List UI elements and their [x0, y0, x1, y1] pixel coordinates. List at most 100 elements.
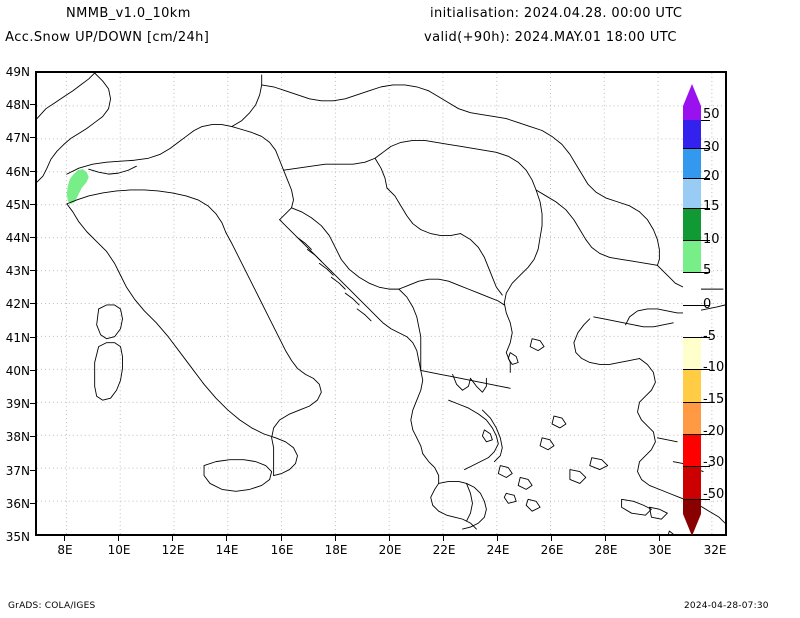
y-axis-label-49N: 49N: [5, 65, 30, 79]
colorbar-label--50: -50: [703, 487, 725, 502]
x-tick-26E: [551, 536, 552, 541]
y-tick-46N: [30, 171, 35, 172]
x-tick-24E: [497, 536, 498, 541]
y-axis-label-37N: 37N: [5, 464, 30, 478]
colorbar-tick--30: [701, 466, 710, 467]
y-tick-43N: [30, 270, 35, 271]
colorbar-band-gt50: [683, 106, 701, 120]
colorbar[interactable]: 50 30 20 15 10 5 0 -5 -10 -15 -20 -30 -5…: [683, 84, 743, 536]
colorbar-label-30: 30: [703, 140, 720, 155]
y-axis-label-36N: 36N: [5, 497, 30, 511]
colorbar-label-20: 20: [703, 169, 720, 184]
colorbar-band-lt-50: [683, 500, 701, 514]
title-model: NMMB_v1.0_10km: [66, 6, 191, 21]
y-tick-42N: [30, 303, 35, 304]
colorbar-label--15: -15: [703, 392, 725, 407]
x-axis-label-22E: 22E: [432, 543, 456, 557]
y-axis-label-41N: 41N: [5, 331, 30, 345]
colorbar-tick--15: [701, 402, 710, 403]
colorbar-sep-15: [683, 208, 701, 209]
y-tick-44N: [30, 237, 35, 238]
x-axis-label-26E: 26E: [540, 543, 564, 557]
x-tick-20E: [389, 536, 390, 541]
y-tick-37N: [30, 470, 35, 471]
colorbar-band-10to15: [683, 209, 701, 240]
colorbar-sep--50: [683, 499, 701, 500]
colorbar-band-15to20: [683, 179, 701, 208]
title-initialisation: initialisation: 2024.04.28. 00:00 UTC: [430, 6, 683, 21]
x-tick-30E: [659, 536, 660, 541]
x-axis-label-20E: 20E: [378, 543, 402, 557]
title-field: h Acc.Snow UP/DOWN [cm/24h]: [0, 30, 210, 45]
y-axis-label-43N: 43N: [5, 264, 30, 278]
colorbar-sep--10: [683, 369, 701, 370]
x-tick-28E: [605, 536, 606, 541]
colorbar-label--20: -20: [703, 424, 725, 439]
colorbar-sep--15: [683, 402, 701, 403]
colorbar-tick-30: [701, 148, 710, 149]
y-tick-45N: [30, 204, 35, 205]
x-axis-label-16E: 16E: [270, 543, 294, 557]
data-field: [66, 169, 89, 204]
colorbar-tick-20: [701, 178, 710, 179]
y-tick-48N: [30, 104, 35, 105]
x-axis-label-10E: 10E: [107, 543, 131, 557]
colorbar-label-50: 50: [703, 107, 720, 122]
colorbar-sep--20: [683, 434, 701, 435]
colorbar-tick--5: [701, 337, 710, 338]
colorbar-band--50to-30: [683, 467, 701, 499]
colorbar-band-30to50: [683, 120, 701, 148]
y-axis-label-40N: 40N: [5, 364, 30, 378]
y-axis-label-47N: 47N: [5, 131, 30, 145]
colorbar-label-0: 0: [703, 297, 712, 312]
x-axis-label-18E: 18E: [324, 543, 348, 557]
x-tick-12E: [172, 536, 173, 541]
y-axis-label-38N: 38N: [5, 430, 30, 444]
y-tick-36N: [30, 503, 35, 504]
y-axis-label-45N: 45N: [5, 198, 30, 212]
colorbar-tick-0: [701, 305, 710, 306]
colorbar-sep-0: [683, 305, 701, 306]
x-axis-label-14E: 14E: [215, 543, 239, 557]
colorbar-label-15: 15: [703, 199, 720, 214]
y-tick-41N: [30, 337, 35, 338]
x-tick-14E: [226, 536, 227, 541]
y-tick-39N: [30, 403, 35, 404]
colorbar-band-20to30: [683, 149, 701, 178]
colorbar-tick--10: [701, 369, 710, 370]
coastlines-and-borders: [37, 73, 725, 534]
colorbar-sep-30: [683, 148, 701, 149]
map-plot-area[interactable]: [35, 71, 727, 536]
y-tick-38N: [30, 436, 35, 437]
colorbar-arrow-top: [683, 84, 701, 106]
colorbar-label--30: -30: [703, 455, 725, 470]
y-axis-label-39N: 39N: [5, 397, 30, 411]
x-tick-16E: [281, 536, 282, 541]
colorbar-sep--30: [683, 466, 701, 467]
x-axis-label-24E: 24E: [486, 543, 510, 557]
title-valid: valid(+90h): 2024.MAY.01 18:00 UTC: [424, 30, 677, 45]
colorbar-band--20to-15: [683, 403, 701, 434]
y-axis-label-46N: 46N: [5, 165, 30, 179]
footer-timestamp: 2024-04-28-07:30: [684, 601, 769, 611]
y-axis-label-44N: 44N: [5, 231, 30, 245]
snow-patch-alps: [66, 169, 89, 204]
y-axis-label-35N: 35N: [5, 530, 30, 544]
y-tick-47N: [30, 137, 35, 138]
colorbar-tick-50: [701, 120, 710, 121]
y-tick-40N: [30, 370, 35, 371]
colorbar-tick--50: [701, 499, 710, 500]
colorbar-tick-5: [701, 272, 710, 273]
x-axis-label-8E: 8E: [57, 543, 73, 557]
colorbar-label--10: -10: [703, 360, 725, 375]
map-canvas: [37, 73, 725, 534]
x-tick-22E: [443, 536, 444, 541]
colorbar-band--10to-5: [683, 338, 701, 369]
footer-credit: GrADS: COLA/IGES: [8, 601, 96, 611]
colorbar-sep-20: [683, 178, 701, 179]
x-axis-label-32E: 32E: [703, 543, 727, 557]
colorbar-sep-5: [683, 272, 701, 273]
colorbar-band--15to-10: [683, 370, 701, 402]
x-tick-18E: [335, 536, 336, 541]
colorbar-band-5to10: [683, 241, 701, 272]
